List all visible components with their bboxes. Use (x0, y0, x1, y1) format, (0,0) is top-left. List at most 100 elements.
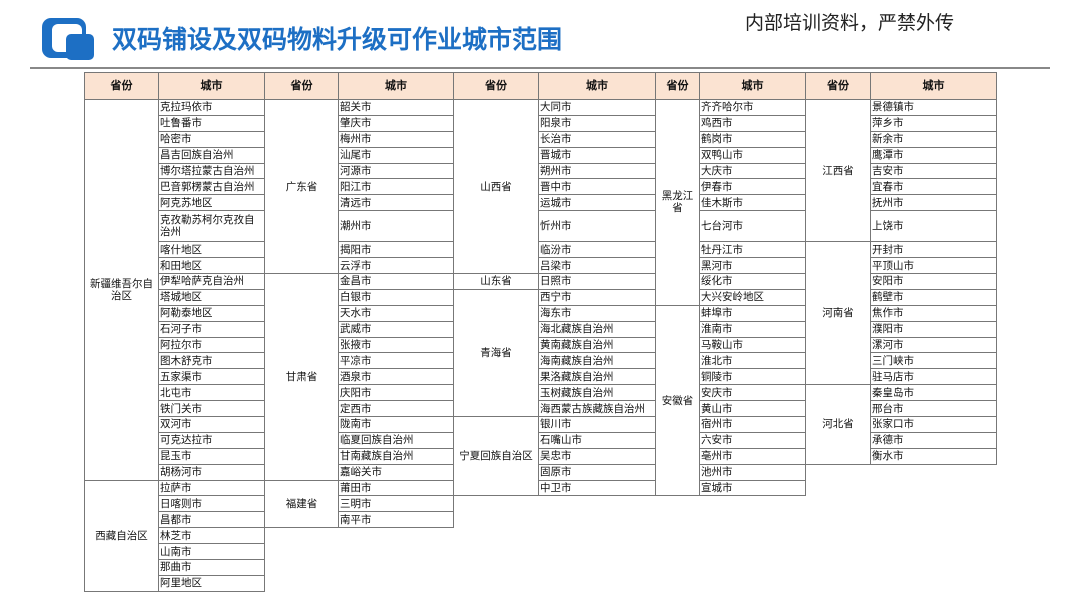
city-cell: 鹤壁市 (870, 288, 997, 306)
city-cell: 临夏回族自治州 (338, 431, 454, 449)
city-cell: 吉安市 (870, 162, 997, 180)
province-cell: 新疆维吾尔自治区 (84, 99, 159, 481)
city-cell: 天水市 (338, 304, 454, 322)
city-cell: 北屯市 (158, 384, 265, 402)
city-cell: 双鸭山市 (699, 146, 806, 164)
city-cell: 铁门关市 (158, 400, 265, 418)
city-cell: 石嘴山市 (538, 431, 656, 449)
city-cell: 阿勒泰地区 (158, 304, 265, 322)
city-cell: 喀什地区 (158, 241, 265, 259)
city-cell: 肇庆市 (338, 114, 454, 132)
table-row: 克孜勒苏柯尔克孜自治州 潮州市 忻州市 七台河市 上饶市 (85, 210, 997, 243)
city-cell: 黑河市 (699, 257, 806, 275)
city-cell: 双河市 (158, 416, 265, 433)
column-header: 省份 (264, 72, 339, 100)
city-cell: 阿克苏地区 (158, 194, 265, 212)
city-cell: 南平市 (338, 511, 454, 529)
table-row: 铁门关市 定西市 海西蒙古族藏族自治州 黄山市 邢台市 (85, 400, 997, 418)
city-cell: 平凉市 (338, 352, 454, 370)
table-row: 塔城地区 白银市 青海省 西宁市 大兴安岭地区 鹤壁市 (85, 288, 997, 418)
province-cell: 西藏自治区 (84, 479, 159, 592)
city-cell: 鹰潭市 (870, 146, 997, 164)
table-row: 哈密市 梅州市 长治市 鹤岗市 新余市 (85, 130, 997, 148)
city-cell: 云浮市 (338, 257, 454, 275)
table-row: 胡杨河市 嘉峪关市 固原市 池州市 (85, 463, 997, 481)
province-cell: 宁夏回族自治区 (453, 416, 539, 497)
city-cell: 玉树藏族自治州 (538, 384, 656, 402)
table-row: 博尔塔拉蒙古自治州 河源市 朔州市 大庆市 吉安市 (85, 162, 997, 180)
city-cell: 绥化市 (699, 273, 806, 290)
city-cell: 开封市 (870, 241, 997, 259)
table-row: 西藏自治区 拉萨市 福建省 莆田市 中卫市 宣城市 (84, 479, 997, 592)
province-cell: 黑龙江省 (655, 99, 700, 306)
city-cell: 定西市 (338, 400, 454, 418)
province-cell: 安徽省 (655, 304, 700, 497)
city-cell: 临汾市 (538, 241, 656, 259)
city-cell: 日照市 (538, 273, 656, 290)
city-cell: 中卫市 (538, 479, 656, 497)
empty-cell (806, 464, 997, 591)
column-header: 城市 (699, 72, 806, 100)
table-row: 和田地区 云浮市 吕梁市 黑河市 平顶山市 (85, 257, 997, 275)
city-cell: 七台河市 (699, 210, 806, 243)
province-cell: 青海省 (453, 288, 539, 418)
city-cell: 莆田市 (338, 479, 454, 497)
table-row: 阿里地区 (85, 574, 997, 592)
city-cell: 鸡西市 (699, 114, 806, 132)
city-cell: 西宁市 (538, 288, 656, 306)
city-cell: 晋中市 (538, 178, 656, 196)
city-cell: 昌吉回族自治州 (158, 146, 265, 164)
city-cell: 驻马店市 (870, 368, 997, 386)
province-cell: 河北省 (805, 384, 871, 465)
column-header: 省份 (805, 72, 871, 100)
city-cell: 吐鲁番市 (158, 114, 265, 132)
column-header: 省份 (453, 72, 539, 100)
city-cell: 铜陵市 (699, 368, 806, 386)
city-cell: 揭阳市 (338, 241, 454, 259)
city-cell: 河源市 (338, 162, 454, 180)
city-cell: 忻州市 (538, 210, 656, 243)
city-cell: 淮北市 (699, 352, 806, 370)
city-cell: 安庆市 (699, 384, 806, 402)
city-cell: 固原市 (538, 463, 656, 481)
city-cell: 吴忠市 (538, 447, 656, 465)
city-cell: 六安市 (699, 431, 806, 449)
city-cell: 秦皇岛市 (870, 384, 997, 402)
city-cell: 那曲市 (158, 559, 265, 576)
city-cell: 吕梁市 (538, 257, 656, 275)
city-cell: 拉萨市 (158, 479, 265, 497)
column-header: 城市 (158, 72, 265, 100)
table-row: 新疆维吾尔自治区 克拉玛依市 广东省 韶关市 山西省 大同市 黑龙江省 齐齐哈尔市 江西省 景德镇… (84, 98, 997, 481)
city-cell: 图木舒克市 (158, 352, 265, 370)
city-cell: 三门峡市 (870, 352, 997, 370)
empty-cell (265, 528, 454, 592)
logo (42, 18, 94, 60)
city-cell: 景德镇市 (870, 99, 997, 116)
city-cell: 五家渠市 (158, 368, 265, 386)
table-row: 阿克苏地区 清远市 运城市 佳木斯市 抚州市 (85, 194, 997, 212)
column-header: 城市 (538, 72, 656, 100)
city-cell: 安阳市 (870, 273, 997, 290)
city-cell: 朔州市 (538, 162, 656, 180)
city-cell: 宜春市 (870, 178, 997, 196)
city-cell: 阳泉市 (538, 114, 656, 132)
city-cell: 上饶市 (870, 210, 997, 243)
notice: 内部培训资料，严禁外传 (745, 12, 955, 34)
table-row: 北屯市 庆阳市 玉树藏族自治州 安庆市 河北省 秦皇岛市 (85, 384, 997, 465)
city-cell: 晋城市 (538, 146, 656, 164)
city-cell: 酒泉市 (338, 368, 454, 386)
city-cell: 博尔塔拉蒙古自治州 (158, 162, 265, 180)
city-cell: 银川市 (538, 416, 656, 433)
city-cell: 石河子市 (158, 320, 265, 338)
province-cell: 河南省 (805, 241, 871, 386)
city-cell: 濮阳市 (870, 320, 997, 338)
city-cell: 黄山市 (699, 400, 806, 418)
city-cell: 白银市 (338, 288, 454, 306)
city-cell: 张家口市 (870, 416, 997, 433)
city-cell: 运城市 (538, 194, 656, 212)
city-cell: 甘南藏族自治州 (338, 447, 454, 465)
province-cell: 甘肃省 (264, 273, 339, 481)
city-cell: 宣城市 (699, 479, 806, 497)
city-cell: 大同市 (538, 99, 656, 116)
table-row: 昆玉市 甘南藏族自治州 吴忠市 亳州市 衡水市 (85, 447, 997, 465)
